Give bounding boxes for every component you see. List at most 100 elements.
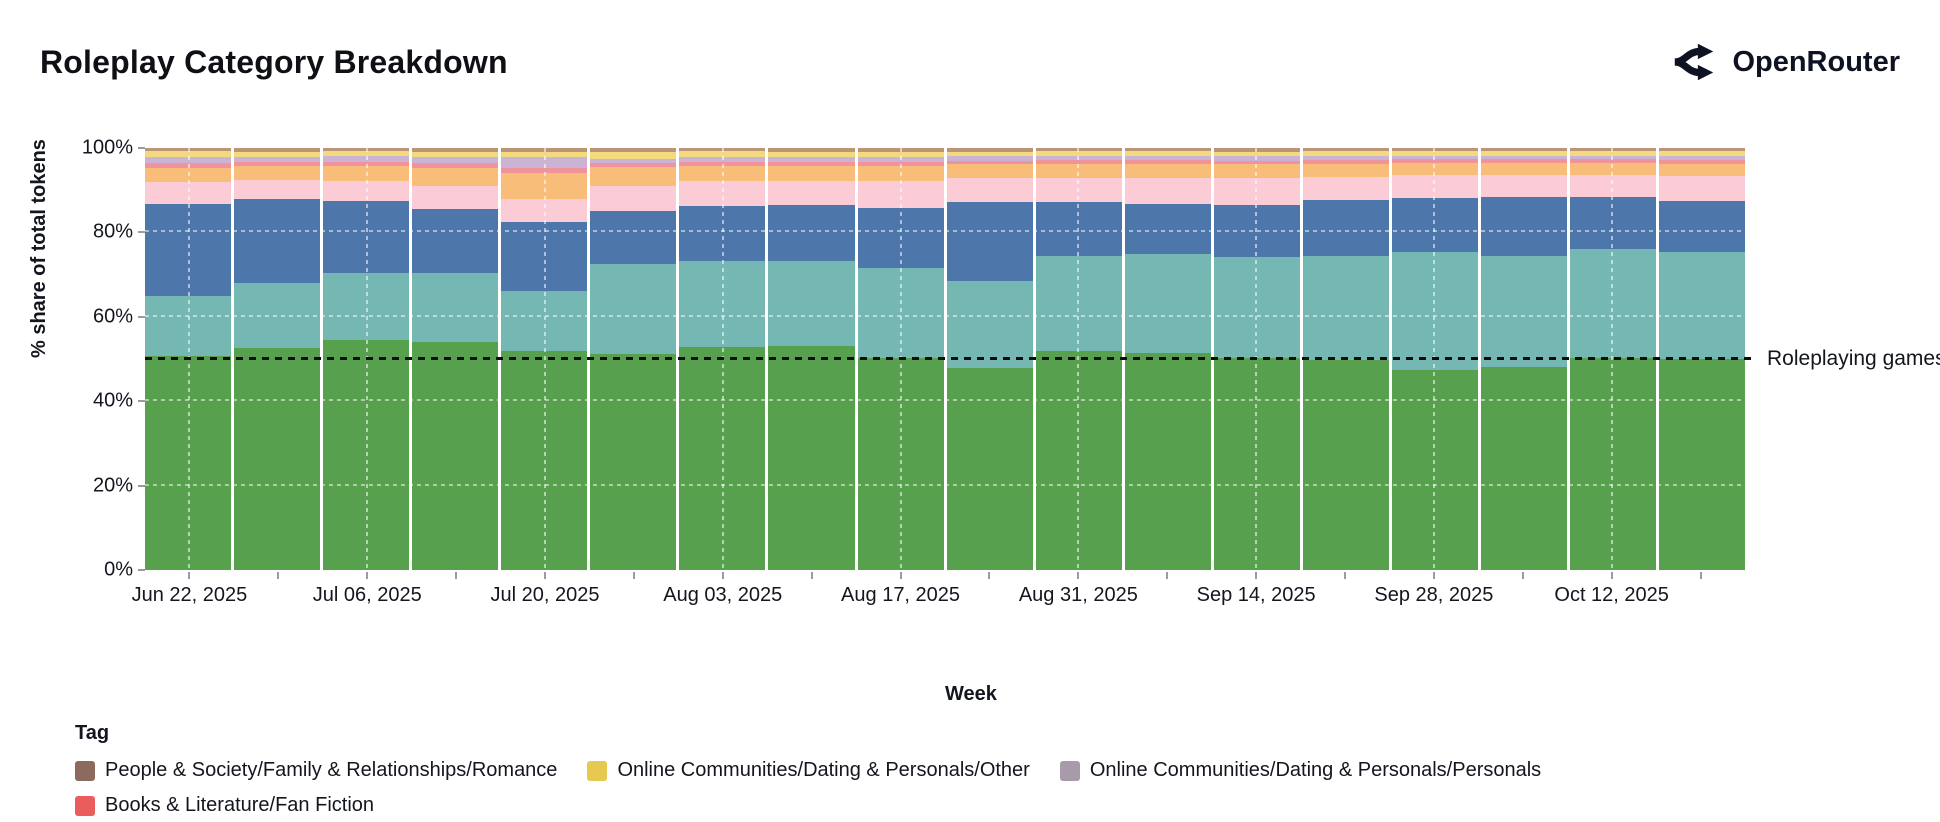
bar-segment[interactable] [145, 203, 232, 296]
bar-segment[interactable] [768, 151, 855, 157]
bar-segment[interactable] [323, 340, 410, 570]
legend-item[interactable]: Online Communities/Dating & Personals/Pe… [1059, 759, 1541, 782]
bar-segment[interactable] [590, 211, 677, 265]
bar-segment[interactable] [1659, 252, 1746, 360]
bar-segment[interactable] [1570, 249, 1657, 358]
bar-segment[interactable] [1391, 159, 1478, 163]
bar-segment[interactable] [1659, 148, 1746, 152]
bar-segment[interactable] [145, 167, 232, 182]
bar-segment[interactable] [234, 152, 321, 158]
bar-week-1[interactable] [145, 148, 232, 570]
bar-segment[interactable] [145, 148, 232, 152]
bar-segment[interactable] [1480, 366, 1567, 570]
bar-segment[interactable] [1124, 177, 1211, 204]
bar-week-10[interactable] [946, 148, 1033, 570]
bar-segment[interactable] [1570, 159, 1657, 163]
bar-segment[interactable] [1480, 159, 1567, 163]
bar-segment[interactable] [323, 151, 410, 157]
bar-segment[interactable] [323, 148, 410, 152]
bar-segment[interactable] [234, 157, 321, 162]
bar-segment[interactable] [412, 157, 499, 163]
bar-segment[interactable] [1391, 151, 1478, 156]
bar-segment[interactable] [1391, 162, 1478, 176]
bar-segment[interactable] [1659, 359, 1746, 570]
bar-segment[interactable] [590, 158, 677, 163]
bar-segment[interactable] [234, 348, 321, 570]
bar-segment[interactable] [323, 200, 410, 274]
bar-segment[interactable] [1302, 159, 1389, 164]
bar-segment[interactable] [1302, 151, 1389, 157]
bar-segment[interactable] [1124, 254, 1211, 353]
bar-week-14[interactable] [1302, 148, 1389, 570]
bar-segment[interactable] [1570, 155, 1657, 159]
bar-segment[interactable] [1391, 197, 1478, 253]
bar-segment[interactable] [412, 273, 499, 343]
bar-week-2[interactable] [234, 148, 321, 570]
bar-segment[interactable] [1659, 163, 1746, 177]
bar-segment[interactable] [1124, 163, 1211, 178]
bar-segment[interactable] [768, 345, 855, 570]
legend-item[interactable]: People & Society/Family & Relationships/… [75, 759, 557, 782]
bar-segment[interactable] [412, 186, 499, 210]
legend-item[interactable]: Online Communities/Dating & Personals/Ot… [587, 759, 1030, 782]
bar-segment[interactable] [1124, 352, 1211, 570]
bar-segment[interactable] [1302, 199, 1389, 256]
bar-segment[interactable] [1480, 256, 1567, 367]
bar-segment[interactable] [1480, 196, 1567, 257]
bar-segment[interactable] [1659, 159, 1746, 164]
bar-segment[interactable] [412, 148, 499, 153]
bar-segment[interactable] [234, 161, 321, 166]
bar-segment[interactable] [323, 273, 410, 341]
bar-segment[interactable] [145, 181, 232, 204]
bar-segment[interactable] [1124, 203, 1211, 255]
bar-segment[interactable] [590, 162, 677, 168]
bar-segment[interactable] [412, 168, 499, 186]
bar-segment[interactable] [1302, 163, 1389, 177]
bar-segment[interactable] [768, 161, 855, 166]
bar-segment[interactable] [1302, 176, 1389, 200]
bar-week-18[interactable] [1659, 148, 1746, 570]
bar-segment[interactable] [1570, 162, 1657, 176]
bar-segment[interactable] [234, 165, 321, 180]
bar-segment[interactable] [1302, 255, 1389, 360]
bar-segment[interactable] [768, 260, 855, 346]
bar-segment[interactable] [412, 342, 499, 570]
bar-segment[interactable] [946, 156, 1033, 161]
bar-week-3[interactable] [323, 148, 410, 570]
bar-segment[interactable] [1391, 370, 1478, 570]
bar-segment[interactable] [768, 204, 855, 261]
bar-week-6[interactable] [590, 148, 677, 570]
bar-segment[interactable] [768, 180, 855, 205]
bar-segment[interactable] [412, 152, 499, 158]
bar-segment[interactable] [145, 355, 232, 570]
bar-segment[interactable] [1391, 175, 1478, 198]
bar-segment[interactable] [590, 152, 677, 159]
bar-week-12[interactable] [1124, 148, 1211, 570]
bar-segment[interactable] [323, 180, 410, 201]
bar-segment[interactable] [1302, 156, 1389, 160]
bar-segment[interactable] [234, 148, 321, 153]
bar-segment[interactable] [1570, 196, 1657, 250]
bar-segment[interactable] [1302, 148, 1389, 152]
bar-segment[interactable] [946, 160, 1033, 165]
bar-segment[interactable] [946, 201, 1033, 282]
bar-segment[interactable] [1124, 148, 1211, 152]
bar-segment[interactable] [145, 295, 232, 356]
bar-segment[interactable] [1124, 151, 1211, 157]
bar-segment[interactable] [323, 161, 410, 166]
bar-segment[interactable] [323, 156, 410, 162]
bar-segment[interactable] [1659, 176, 1746, 202]
bar-segment[interactable] [768, 148, 855, 152]
bar-segment[interactable] [1302, 359, 1389, 570]
bar-segment[interactable] [1124, 159, 1211, 164]
bar-segment[interactable] [1391, 252, 1478, 371]
bar-segment[interactable] [590, 353, 677, 570]
bar-segment[interactable] [1570, 175, 1657, 197]
bar-segment[interactable] [1659, 156, 1746, 160]
bar-segment[interactable] [590, 264, 677, 354]
bar-segment[interactable] [946, 151, 1033, 157]
bar-segment[interactable] [145, 151, 232, 158]
bar-segment[interactable] [1480, 151, 1567, 156]
bar-segment[interactable] [412, 162, 499, 169]
bar-segment[interactable] [1659, 201, 1746, 253]
